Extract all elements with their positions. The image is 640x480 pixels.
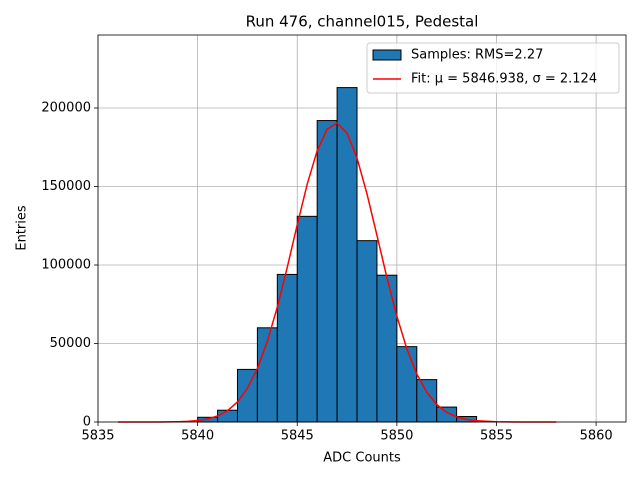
histogram-bar [356, 240, 378, 423]
y-tick-label: 50000 [50, 336, 91, 351]
legend: Samples: RMS=2.27 Fit: μ = 5846.938, σ = … [366, 42, 620, 94]
histogram-bar [236, 368, 258, 423]
fit-line [117, 122, 557, 423]
y-axis-label: Entries [15, 205, 30, 251]
legend-label: Samples: RMS=2.27 [411, 48, 543, 63]
histogram-bar [376, 274, 398, 423]
chart-title: Run 476, channel015, Pedestal [246, 13, 479, 31]
legend-swatch [372, 49, 402, 61]
y-tick-label: 150000 [41, 179, 91, 194]
x-tick-label: 5845 [281, 429, 314, 444]
y-tick-label: 100000 [41, 258, 91, 273]
histogram-bar [316, 120, 338, 423]
histogram-bar [336, 87, 358, 423]
x-tick-label: 5855 [480, 429, 513, 444]
x-tick-label: 5860 [580, 429, 613, 444]
x-axis-label: ADC Counts [323, 451, 401, 466]
histogram-bar [296, 215, 318, 423]
x-tick-label: 5840 [181, 429, 214, 444]
histogram-bar [436, 406, 458, 423]
y-tick-label: 0 [83, 415, 91, 430]
legend-box [366, 42, 620, 94]
histogram-bar [396, 346, 418, 423]
histogram-bar [217, 409, 238, 423]
y-tick-label: 200000 [41, 101, 91, 116]
x-tick-label: 5835 [81, 429, 114, 444]
x-tick-label: 5850 [380, 429, 413, 444]
plot-frame [97, 34, 627, 423]
legend-label: Fit: μ = 5846.938, σ = 2.124 [411, 72, 597, 87]
